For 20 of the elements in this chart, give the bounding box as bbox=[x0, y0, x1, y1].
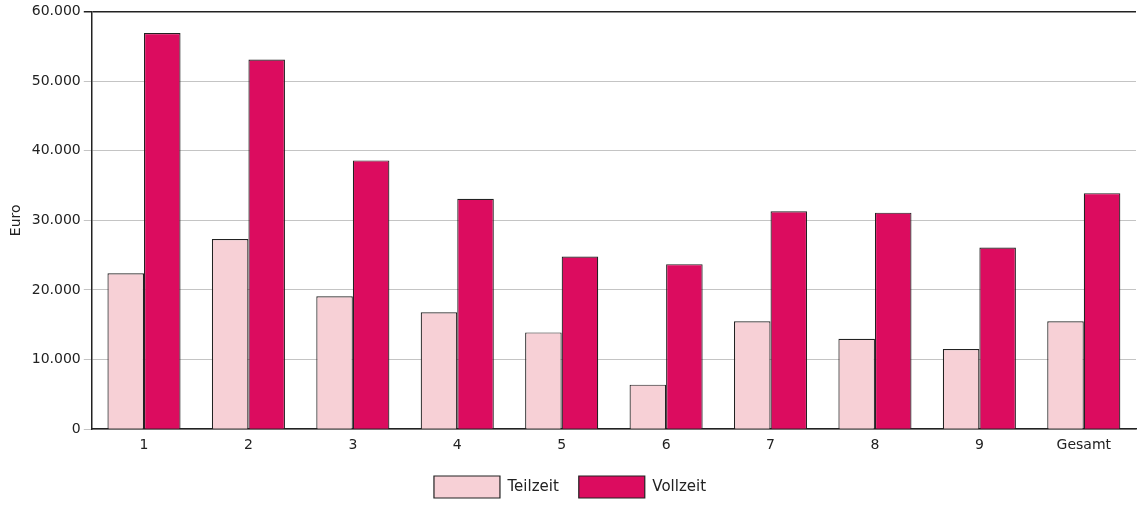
x-tick-label: 3 bbox=[348, 436, 358, 453]
y-tick-label: 60.000 bbox=[31, 2, 81, 19]
x-tick-label: 4 bbox=[452, 436, 462, 453]
legend-label: Vollzeit bbox=[652, 476, 707, 495]
x-tick-label: 9 bbox=[974, 436, 984, 453]
y-tick-label: 20.000 bbox=[31, 280, 81, 297]
y-tick-label: 30.000 bbox=[31, 210, 81, 227]
y-tick-label: 10.000 bbox=[31, 350, 81, 367]
legend-label: Teilzeit bbox=[506, 476, 559, 495]
x-tick-label: Gesamt bbox=[1056, 436, 1112, 453]
y-tick-label: 40.000 bbox=[31, 141, 81, 158]
y-tick-label: 50.000 bbox=[31, 71, 81, 88]
x-tick-label: 7 bbox=[766, 436, 775, 453]
x-tick-label: 2 bbox=[243, 436, 253, 453]
x-tick-label: 8 bbox=[870, 436, 880, 453]
y-tick-label: 0 bbox=[71, 419, 81, 436]
x-tick-label: 5 bbox=[557, 436, 567, 453]
y-axis-title: Euro bbox=[7, 204, 24, 237]
x-tick-label: 1 bbox=[139, 436, 149, 453]
x-tick-label: 6 bbox=[661, 436, 671, 453]
